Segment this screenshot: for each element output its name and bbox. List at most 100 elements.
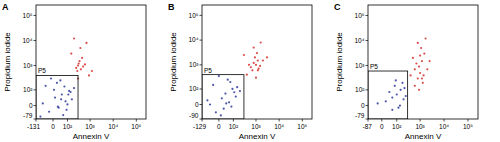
event-point	[67, 93, 69, 95]
x-tick	[67, 119, 68, 122]
event-point	[415, 62, 417, 64]
x-tick-label: 0	[51, 123, 55, 130]
y-tick	[34, 15, 37, 16]
event-point	[212, 84, 214, 86]
gate-label: P5	[204, 67, 212, 74]
event-point	[56, 82, 58, 84]
event-point	[417, 77, 419, 79]
event-point	[266, 56, 268, 58]
event-point	[229, 81, 231, 83]
panel: B-129010²10³10⁴10⁵-90010²10³10⁴10⁵Annexi…	[168, 2, 312, 141]
event-point	[260, 41, 262, 43]
x-tick	[218, 119, 219, 122]
event-point	[223, 108, 225, 110]
event-point	[423, 52, 425, 54]
series	[410, 37, 431, 91]
event-point	[255, 77, 257, 79]
event-point	[426, 68, 428, 70]
event-point	[73, 37, 75, 39]
event-point	[77, 64, 79, 66]
series	[377, 79, 407, 111]
y-tick-label: -79	[355, 112, 365, 119]
event-point	[225, 102, 227, 104]
event-point	[228, 101, 230, 103]
y-tick-label: 10⁵	[355, 12, 365, 19]
x-tick	[202, 119, 203, 122]
data-area	[36, 37, 93, 119]
event-point	[231, 88, 233, 90]
panel: C-87010²10³10⁴10⁵-79010²10³10⁴10⁵Annexin…	[334, 2, 478, 141]
gate	[36, 75, 78, 119]
event-point	[84, 63, 86, 65]
event-point	[253, 46, 255, 48]
y-tick-label: 0	[361, 102, 365, 109]
event-point	[414, 85, 416, 87]
event-point	[63, 85, 65, 87]
event-point	[395, 79, 397, 81]
event-point	[59, 79, 61, 81]
y-tick	[200, 64, 203, 65]
event-point	[412, 57, 414, 59]
event-point	[255, 64, 257, 66]
event-point	[391, 109, 393, 111]
y-tick	[200, 88, 203, 89]
panel-letter: B	[168, 2, 175, 12]
event-point	[402, 98, 404, 100]
event-point	[391, 96, 393, 98]
event-point	[251, 69, 253, 71]
event-point	[206, 99, 208, 101]
event-point	[70, 52, 72, 54]
event-point	[45, 85, 47, 87]
event-point	[54, 96, 56, 98]
series	[243, 41, 268, 78]
x-tick-label: 0	[217, 123, 221, 130]
plot-frame	[368, 5, 478, 119]
plot-frame	[36, 5, 146, 119]
event-point	[239, 90, 241, 92]
y-tick	[366, 89, 369, 90]
event-point	[78, 60, 80, 62]
x-tick-label: 10³	[251, 123, 261, 130]
event-point	[61, 93, 63, 95]
event-point	[209, 103, 211, 105]
event-point	[62, 114, 64, 116]
y-tick-label: 0	[29, 102, 33, 109]
panel-letter: C	[334, 2, 341, 12]
event-point	[419, 54, 421, 56]
x-tick-label: 0	[380, 123, 384, 130]
event-point	[248, 64, 250, 66]
event-point	[259, 65, 261, 67]
y-tick-label: 10³	[189, 61, 199, 68]
x-tick-label: 10³	[415, 123, 425, 130]
y-tick-label: 10⁴	[22, 37, 32, 44]
data-area	[368, 37, 431, 119]
event-point	[75, 67, 77, 69]
event-point	[421, 77, 423, 79]
x-tick	[420, 119, 421, 122]
panel-letter: A	[2, 2, 9, 12]
event-point	[400, 89, 402, 91]
x-tick	[467, 119, 468, 122]
y-tick-label: 10³	[355, 62, 365, 69]
y-tick-label: 10⁵	[189, 12, 199, 19]
event-point	[399, 104, 401, 106]
panel: A-131010²10³10⁴10⁵-79010²10³10⁴10⁵Annexi…	[2, 2, 146, 141]
event-point	[80, 68, 82, 70]
event-point	[78, 62, 80, 64]
event-point	[401, 82, 403, 84]
event-point	[243, 54, 245, 56]
event-point	[88, 74, 90, 76]
x-tick-label: 10²	[392, 123, 402, 130]
event-point	[394, 85, 396, 87]
y-tick-label: -90	[189, 112, 199, 119]
event-point	[422, 74, 424, 76]
data-area	[202, 41, 268, 119]
event-point	[230, 106, 232, 108]
event-point	[82, 66, 84, 68]
event-point	[419, 72, 421, 74]
y-tick	[366, 15, 369, 16]
event-point	[236, 86, 238, 88]
y-tick	[34, 89, 37, 90]
figure: A-131010²10³10⁴10⁵-79010²10³10⁴10⁵Annexi…	[0, 0, 500, 142]
y-tick	[200, 119, 203, 120]
